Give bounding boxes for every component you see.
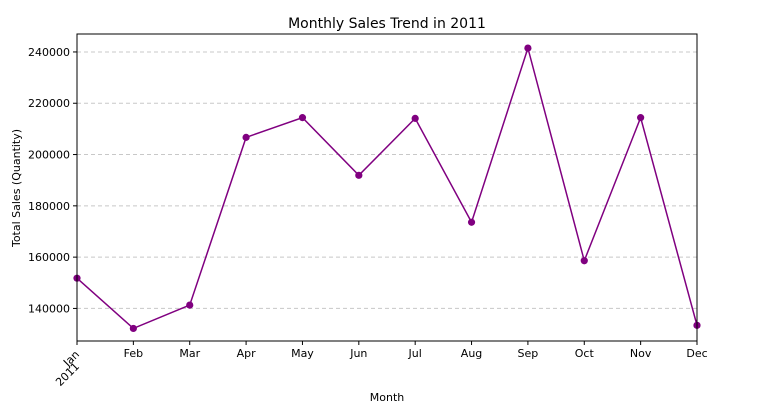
x-axis-label: Month [370,391,405,404]
plot-frame [76,33,698,342]
data-point [524,44,532,52]
y-tick-label: 220000 [28,97,70,110]
y-tick-label: 240000 [28,46,70,59]
data-point [580,257,588,265]
y-axis-ticks: 140000 160000 180000 200000 220000 240000 [28,46,77,315]
series-sales [73,44,701,333]
y-tick-label: 160000 [28,251,70,264]
x-tick-label: Nov [630,347,652,360]
data-point [355,171,363,179]
y-axis-label: Total Sales (Quantity) [10,129,23,248]
data-point [637,114,645,122]
x-tick-label: Sep [518,347,539,360]
data-point [298,114,307,122]
x-tick-label: Oct [575,347,595,360]
y-tick-label: 180000 [28,200,70,213]
x-tick-label: Aug [461,347,482,360]
x-tick-label: May [291,347,314,360]
x-tick-sublabel: 2011 [53,360,82,389]
y-gridlines [77,51,697,309]
series-line [76,45,698,330]
x-tick-label: Mar [179,347,200,360]
data-point [129,324,137,333]
data-point [411,114,419,122]
y-tick-label: 200000 [28,149,70,162]
data-point [186,301,194,309]
data-point [467,218,476,226]
x-tick-label: Apr [237,347,257,360]
x-tick-label: Jun [349,347,367,360]
chart-title: Monthly Sales Trend in 2011 [288,16,486,32]
y-tick-label: 140000 [28,302,70,315]
x-tick-label: Feb [124,347,143,360]
x-tick-label: Dec [686,347,707,360]
data-point [242,133,250,141]
x-tick-label: Jul [408,347,422,360]
